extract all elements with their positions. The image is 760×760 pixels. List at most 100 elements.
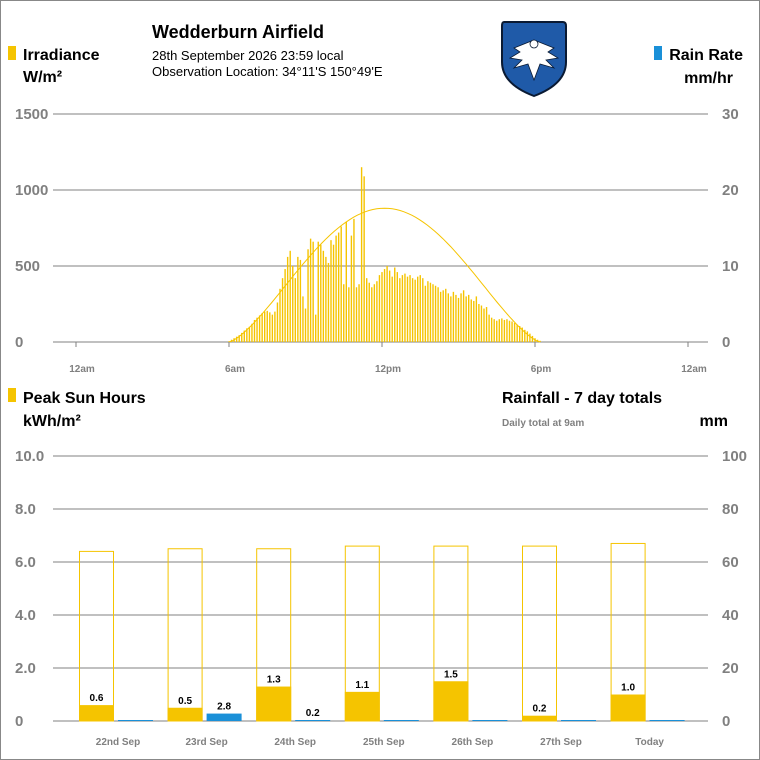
time-tick-label: 12am	[681, 364, 707, 375]
irradiance-bar	[516, 324, 518, 342]
irradiance-bar	[455, 294, 457, 342]
irradiance-bar	[432, 284, 434, 342]
irradiance-bar	[404, 273, 406, 342]
peak-sun-bar	[522, 715, 557, 721]
rainfall-y-tick: 20	[722, 660, 739, 677]
peak-sun-y-tick: 4.0	[15, 607, 36, 624]
irradiance-bar	[496, 320, 498, 342]
irradiance-bar	[256, 317, 258, 342]
irradiance-bar	[422, 278, 424, 342]
rainfall-bar	[649, 720, 685, 721]
day-label: Today	[635, 737, 664, 748]
peak-sun-legend-label: Peak Sun Hours	[23, 390, 146, 407]
observation-datetime: 28th September 2026 23:59 local	[152, 48, 344, 63]
irradiance-bar	[337, 232, 340, 342]
peak-sun-y-tick: 0	[15, 713, 23, 730]
irradiance-bar	[480, 305, 483, 342]
irradiance-bar	[332, 244, 335, 342]
peak-sun-y-tick: 2.0	[15, 660, 36, 677]
irradiance-bar	[388, 270, 391, 342]
irradiance-bar	[521, 327, 523, 342]
page-title: Wedderburn Airfield	[152, 22, 324, 42]
day-x-axis: 22nd Sep 23rd Sep 24th Sep 25th Sep 26th Sep…	[96, 737, 665, 748]
day-label: 24th Sep	[274, 737, 316, 748]
rain-rate-y-tick: 10	[722, 258, 739, 275]
irradiance-bar	[394, 267, 396, 342]
irradiance-bar	[529, 333, 531, 342]
rainfall-y-axis: 0 20 40 60 80 100	[722, 448, 747, 730]
irradiance-bar	[304, 308, 307, 342]
irradiance-bar	[386, 266, 388, 342]
irradiance-bar	[439, 291, 442, 342]
peak-sun-bar	[167, 707, 203, 721]
irradiance-y-tick: 0	[15, 334, 23, 351]
irradiance-bar	[450, 296, 452, 342]
irradiance-bar	[437, 287, 439, 342]
rainfall-y-tick: 40	[722, 607, 739, 624]
rain-rate-y-axis: 0 10 20 30	[722, 106, 739, 351]
rainfall-bar	[118, 720, 153, 721]
irradiance-bar	[315, 314, 317, 342]
peak-sun-value-label: 1.1	[355, 680, 369, 691]
irradiance-unit: W/m²	[23, 69, 62, 86]
irradiance-bar	[429, 282, 432, 342]
irradiance-bar	[378, 275, 381, 342]
peak-sun-legend-swatch	[8, 388, 16, 402]
irradiance-bar	[371, 287, 373, 342]
day-label: 22nd Sep	[96, 737, 140, 748]
irradiance-bar	[424, 285, 427, 342]
irradiance-bar	[266, 310, 268, 342]
club-logo	[501, 21, 567, 98]
irradiance-bar	[465, 296, 467, 342]
irradiance-bar	[488, 314, 490, 342]
irradiance-bar	[355, 287, 358, 342]
irradiance-bar	[411, 278, 414, 342]
peak-sun-unit: kWh/m²	[23, 413, 81, 430]
rain-rate-unit: mm/hr	[684, 70, 733, 87]
irradiance-bar	[281, 278, 284, 342]
irradiance-bar	[345, 221, 347, 342]
irradiance-bar	[258, 315, 261, 342]
irradiance-bar	[366, 278, 368, 342]
irradiance-bar	[503, 319, 506, 342]
irradiance-bar	[274, 311, 276, 342]
observation-location: Observation Location: 34°11'S 150°49'E	[152, 64, 383, 79]
irradiance-bar	[299, 259, 302, 342]
peak-sun-bar	[344, 691, 380, 721]
rain-rate-y-tick: 20	[722, 182, 739, 199]
rainfall-y-tick: 80	[722, 501, 739, 518]
irradiance-bar	[381, 272, 383, 342]
irradiance-y-tick: 1000	[15, 182, 48, 199]
irradiance-bar	[470, 299, 472, 342]
irradiance-bar	[478, 304, 480, 342]
rainfall-y-tick: 60	[722, 554, 739, 571]
irradiance-bar	[399, 278, 401, 342]
irradiance-legend-swatch	[8, 46, 16, 60]
irradiance-bar	[286, 256, 289, 342]
peak-sun-bar	[79, 705, 114, 721]
day-label: 25th Sep	[363, 737, 405, 748]
irradiance-bar	[493, 319, 495, 342]
irradiance-bar	[340, 226, 342, 342]
irradiance-bar	[297, 256, 299, 342]
irradiance-bar	[373, 284, 376, 342]
irradiance-bar	[513, 323, 516, 342]
irradiance-y-tick: 1500	[15, 106, 48, 123]
rainfall-y-tick: 0	[722, 713, 730, 730]
irradiance-bar	[468, 294, 470, 342]
irradiance-bar	[508, 320, 511, 342]
irradiance-bar	[284, 269, 286, 342]
irradiance-bar	[360, 167, 363, 342]
rainfall-bar	[206, 713, 242, 721]
irradiance-bar	[253, 319, 256, 342]
irradiance-bar	[485, 307, 488, 342]
irradiance-bar	[391, 276, 393, 342]
rainfall-legend-label: Rainfall - 7 day totals	[502, 390, 662, 407]
irradiance-bar	[445, 288, 447, 342]
rainfall-value-label: 0.2	[306, 708, 320, 719]
peak-sun-value-label: 1.3	[267, 675, 281, 686]
irradiance-bar	[368, 282, 370, 342]
time-tick-label: 12am	[69, 364, 95, 375]
irradiance-bar	[294, 278, 296, 342]
